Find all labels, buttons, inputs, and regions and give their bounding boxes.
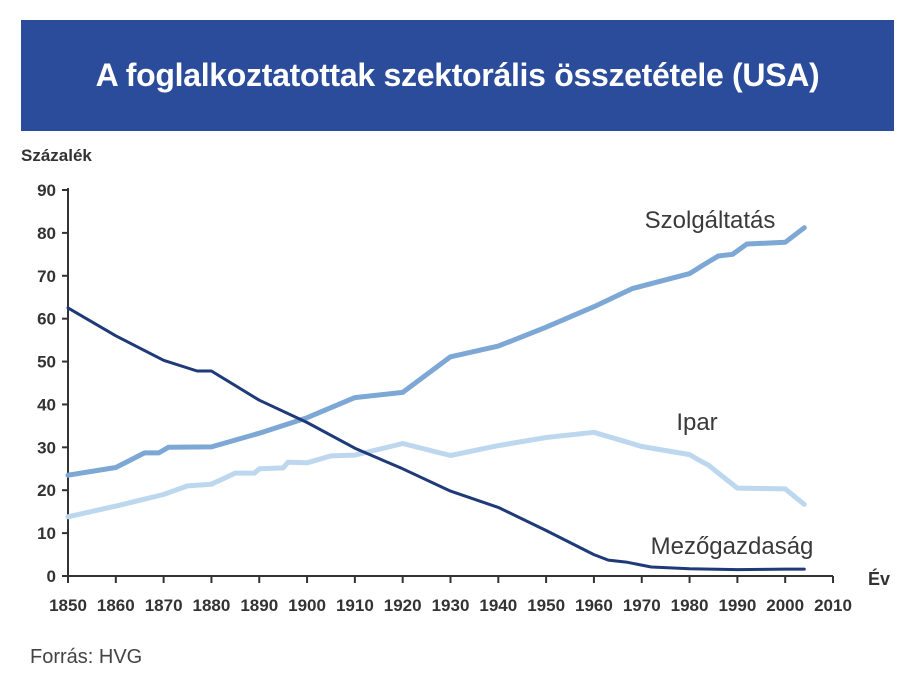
x-tick-label: 1890	[240, 596, 278, 615]
x-tick-label: 2010	[814, 596, 852, 615]
x-tick-label: 1970	[623, 596, 661, 615]
chart-title: A foglalkoztatottak szektorális összetét…	[95, 57, 820, 93]
y-tick-label: 0	[47, 567, 56, 586]
series-label-szolgaltatas: Szolgáltatás	[645, 207, 776, 234]
y-tick-label: 50	[37, 353, 56, 372]
x-tick-label: 1980	[671, 596, 709, 615]
y-tick-label: 20	[37, 481, 56, 500]
series-line-ipar	[65, 429, 807, 520]
x-tick-label: 1910	[336, 596, 374, 615]
x-tick-label: 1940	[479, 596, 517, 615]
x-tick-label: 1860	[97, 596, 135, 615]
x-tick-label: 1990	[718, 596, 756, 615]
y-tick-label: 60	[37, 310, 56, 329]
y-tick-label: 40	[37, 395, 56, 414]
x-tick-label: 1870	[145, 596, 183, 615]
x-tick-label: 1880	[193, 596, 231, 615]
series-line-mezogazdasag	[66, 306, 806, 572]
y-tick-label: 80	[37, 224, 56, 243]
x-tick-label: 1960	[575, 596, 613, 615]
x-tick-label: 1920	[384, 596, 422, 615]
series-label-mezogazdasag: Mezőgazdaság	[651, 533, 814, 560]
x-tick-label: 1950	[527, 596, 565, 615]
series-label-ipar: Ipar	[676, 409, 717, 436]
y-tick-label: 30	[37, 438, 56, 457]
y-tick-label: 10	[37, 524, 56, 543]
y-axis-title: Százalék	[21, 146, 92, 165]
x-axis-title: Év	[868, 568, 890, 589]
x-tick-label: 2000	[766, 596, 804, 615]
x-tick-label: 1930	[432, 596, 470, 615]
y-tick-label: 90	[37, 181, 56, 200]
title-banner: A foglalkoztatottak szektorális összetét…	[21, 20, 894, 131]
source-note: Forrás: HVG	[30, 646, 143, 668]
y-tick-label: 70	[37, 267, 56, 286]
axes: 0 10 20 30 40 50 60 70 80 90 1850 1860 1870 1880 1890 1…	[37, 181, 890, 615]
series-line-szolgaltatas	[65, 225, 807, 478]
x-tick-label: 1850	[49, 596, 87, 615]
series-labels: Szolgáltatás Ipar Mezőgazdaság	[645, 207, 814, 560]
series-lines	[65, 225, 807, 572]
x-tick-label: 1900	[288, 596, 326, 615]
